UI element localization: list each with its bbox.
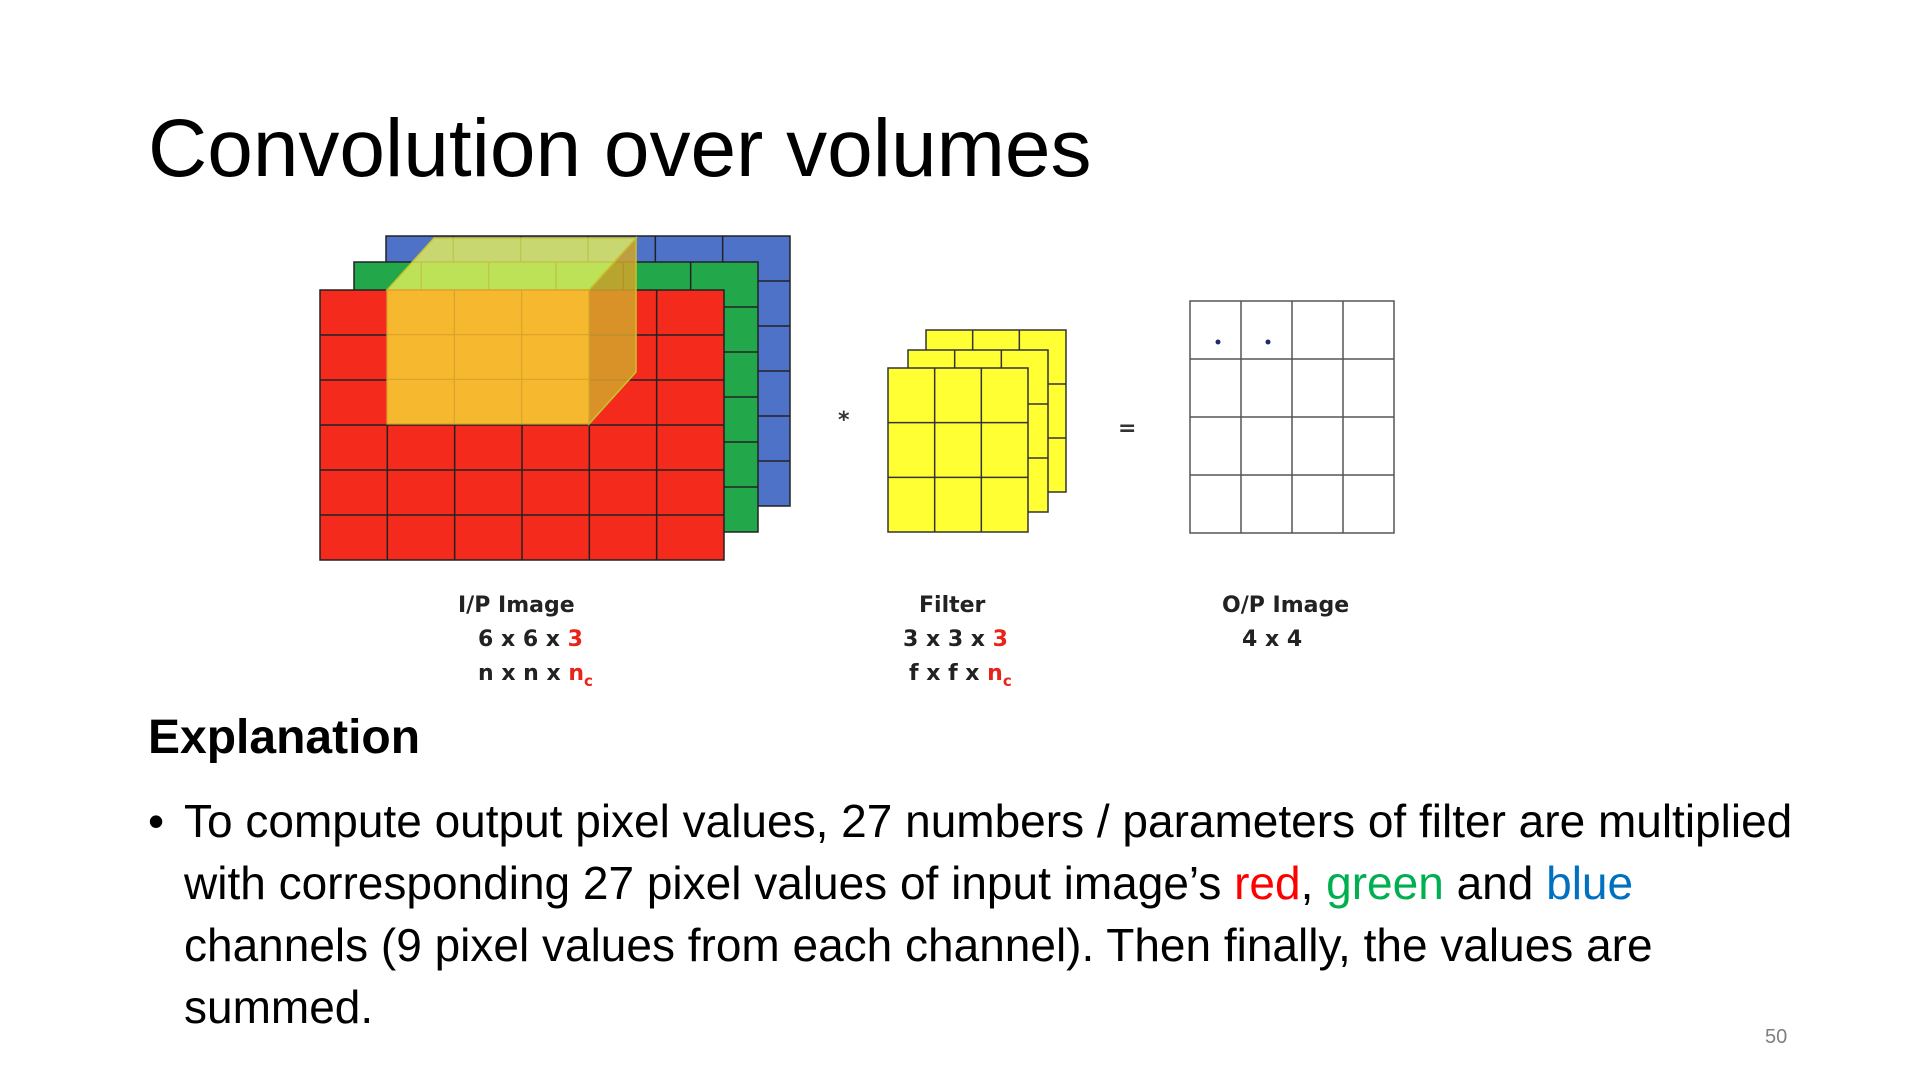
filter-label: Filter <box>919 593 986 618</box>
output-caption: O/P Image 4 x 4 <box>1222 589 1349 657</box>
input-label: I/P Image <box>458 593 575 618</box>
input-dims: 6 x 6 x 3 <box>478 627 583 652</box>
slide-title: Convolution over volumes <box>148 103 1092 194</box>
output-dot <box>1215 339 1221 345</box>
bullet-point: • <box>148 795 165 847</box>
filter-channel-3-frame <box>887 367 1029 533</box>
page-number: 50 <box>1765 1026 1788 1048</box>
equals-operator: = <box>1118 416 1137 441</box>
filter-caption: Filter 3 x 3 x 3 f x f x nc <box>903 589 1012 698</box>
filter-channel-3 <box>887 367 1029 533</box>
highlight-front-face-frame <box>386 289 590 425</box>
filter-volume <box>887 329 1067 533</box>
word-blue: blue <box>1546 857 1634 909</box>
filter-dims: 3 x 3 x 3 <box>903 627 1008 652</box>
output-dims: 4 x 4 <box>1242 627 1303 652</box>
explanation-bullet: • To compute output pixel values, 27 num… <box>148 790 1798 1038</box>
output-dot <box>1265 339 1271 345</box>
input-symbolic-dims: n x n x nc <box>478 661 593 690</box>
highlight-front-face <box>386 289 590 425</box>
word-red: red <box>1234 857 1301 909</box>
explanation-heading: Explanation <box>148 711 421 764</box>
convolution-operator: * <box>838 408 850 433</box>
output-grid <box>1189 300 1395 534</box>
word-green: green <box>1326 857 1444 909</box>
output-cells <box>1189 300 1395 534</box>
input-caption: I/P Image 6 x 6 x 3 n x n x nc <box>458 589 593 698</box>
output-label: O/P Image <box>1222 593 1350 618</box>
explanation-text: To compute output pixel values, 27 numbe… <box>184 795 1793 1033</box>
filter-symbolic-dims: f x f x nc <box>909 661 1012 690</box>
filter-position-highlight <box>385 236 638 426</box>
